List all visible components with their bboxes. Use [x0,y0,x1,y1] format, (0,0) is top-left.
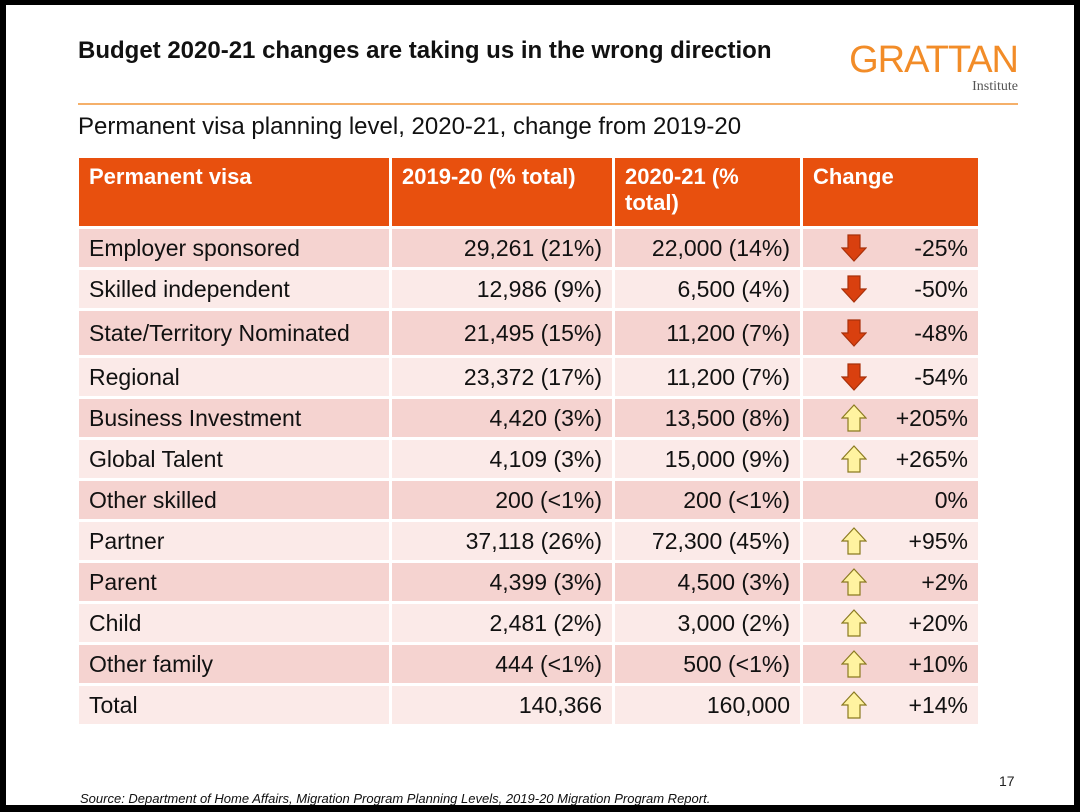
cell-visa-type: Other skilled [79,481,389,519]
cell-change: +265% [803,440,978,478]
cell-2020-21: 22,000 (14%) [615,229,800,267]
arrow-up-icon [841,609,867,637]
cell-change: +10% [803,645,978,683]
cell-visa-type: Regional [79,358,389,396]
table-row: Other skilled 200 (<1%) 200 (<1%) 0% [79,481,978,519]
header-2019-20: 2019-20 (% total) [392,158,612,226]
cell-change: +14% [803,686,978,724]
table-row: Other family 444 (<1%) 500 (<1%) +10% [79,645,978,683]
logo-wordmark: GRATTAN [849,39,1019,81]
slide: Budget 2020-21 changes are taking us in … [6,5,1074,805]
cell-visa-type: Global Talent [79,440,389,478]
arrow-up-icon [841,650,867,678]
arrow-down-icon [841,275,867,303]
cell-change: +205% [803,399,978,437]
cell-2020-21: 160,000 [615,686,800,724]
arrow-up-icon [841,691,867,719]
cell-2019-20: 2,481 (2%) [392,604,612,642]
table-row: Parent 4,399 (3%) 4,500 (3%) +2% [79,563,978,601]
cell-visa-type: Child [79,604,389,642]
title-divider [78,103,1018,105]
cell-visa-type: Business Investment [79,399,389,437]
cell-change: -50% [803,270,978,308]
cell-change: -54% [803,358,978,396]
cell-change: +2% [803,563,978,601]
cell-2019-20: 200 (<1%) [392,481,612,519]
cell-2020-21: 500 (<1%) [615,645,800,683]
slide-title: Budget 2020-21 changes are taking us in … [78,37,772,64]
logo-subtitle: Institute [972,79,1018,94]
cell-visa-type: Partner [79,522,389,560]
cell-visa-type: Skilled independent [79,270,389,308]
cell-change: 0% [803,481,978,519]
change-value: +265% [895,445,968,472]
cell-2019-20: 21,495 (15%) [392,311,612,355]
cell-change: +20% [803,604,978,642]
change-value: -48% [914,319,968,346]
cell-2020-21: 3,000 (2%) [615,604,800,642]
cell-2020-21: 72,300 (45%) [615,522,800,560]
change-value: -54% [914,363,968,390]
cell-visa-type: Total [79,686,389,724]
table-row: Employer sponsored 29,261 (21%) 22,000 (14… [79,229,978,267]
arrow-up-icon [841,568,867,596]
change-value: +20% [908,609,968,636]
cell-2020-21: 11,200 (7%) [615,311,800,355]
arrow-up-icon [841,527,867,555]
table-row: Total 140,366 160,000 +14% [79,686,978,724]
arrow-down-icon [841,319,867,347]
arrow-up-icon [841,445,867,473]
cell-visa-type: State/Territory Nominated [79,311,389,355]
table-row: Skilled independent 12,986 (9%) 6,500 (4%)… [79,270,978,308]
cell-visa-type: Employer sponsored [79,229,389,267]
change-value: 0% [934,486,968,513]
table-row: Business Investment 4,420 (3%) 13,500 (8%)… [79,399,978,437]
table-row: State/Territory Nominated 21,495 (15%) 11,… [79,311,978,355]
cell-2020-21: 200 (<1%) [615,481,800,519]
grattan-logo: GRATTAN Institute [849,39,1019,95]
slide-subtitle: Permanent visa planning level, 2020-21, … [78,113,742,140]
cell-2019-20: 37,118 (26%) [392,522,612,560]
change-value: +95% [908,527,968,554]
cell-2019-20: 4,109 (3%) [392,440,612,478]
cell-change: -25% [803,229,978,267]
change-value: +14% [908,691,968,718]
cell-2019-20: 23,372 (17%) [392,358,612,396]
cell-2020-21: 4,500 (3%) [615,563,800,601]
header-change: Change [803,158,978,226]
header-permanent-visa: Permanent visa [79,158,389,226]
table-row: Child 2,481 (2%) 3,000 (2%) +20% [79,604,978,642]
cell-visa-type: Parent [79,563,389,601]
page-number: 17 [999,773,1015,789]
table-header-row: Permanent visa 2019-20 (% total) 2020-21… [79,158,978,226]
header-2020-21: 2020-21 (% total) [615,158,800,226]
cell-2019-20: 29,261 (21%) [392,229,612,267]
source-note: Source: Department of Home Affairs, Migr… [80,791,711,805]
visa-table: Permanent visa 2019-20 (% total) 2020-21… [76,155,981,727]
change-value: -25% [914,234,968,261]
cell-2020-21: 6,500 (4%) [615,270,800,308]
cell-2019-20: 4,399 (3%) [392,563,612,601]
cell-2020-21: 13,500 (8%) [615,399,800,437]
cell-2019-20: 12,986 (9%) [392,270,612,308]
cell-visa-type: Other family [79,645,389,683]
arrow-down-icon [841,363,867,391]
cell-change: -48% [803,311,978,355]
cell-2019-20: 140,366 [392,686,612,724]
cell-change: +95% [803,522,978,560]
cell-2019-20: 4,420 (3%) [392,399,612,437]
table-row: Partner 37,118 (26%) 72,300 (45%) +95% [79,522,978,560]
change-value: +10% [908,650,968,677]
table-row: Regional 23,372 (17%) 11,200 (7%) -54% [79,358,978,396]
cell-2020-21: 11,200 (7%) [615,358,800,396]
change-value: -50% [914,275,968,302]
change-value: +205% [895,404,968,431]
cell-2020-21: 15,000 (9%) [615,440,800,478]
change-value: +2% [921,568,968,595]
table-row: Global Talent 4,109 (3%) 15,000 (9%) +265% [79,440,978,478]
arrow-down-icon [841,234,867,262]
arrow-up-icon [841,404,867,432]
cell-2019-20: 444 (<1%) [392,645,612,683]
